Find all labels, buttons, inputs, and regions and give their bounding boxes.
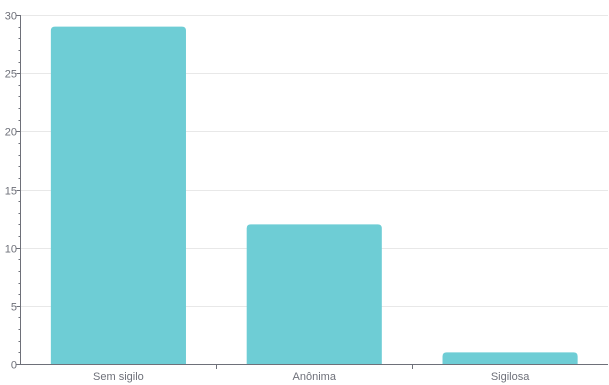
y-tick-label-10: 10 <box>5 244 17 256</box>
bar-sigilosa <box>442 352 578 364</box>
axis-labels: 0 5 10 15 20 25 30 Sem sigilo Anônima Sigilosa <box>5 11 530 384</box>
x-tick-label: Sem sigilo <box>93 371 144 383</box>
bar-sem-sigilo <box>50 26 186 365</box>
y-tick-label-25: 25 <box>5 69 17 81</box>
x-tick-label: Anônima <box>293 371 337 383</box>
axes <box>16 15 608 369</box>
x-tick-label: Sigilosa <box>491 371 530 383</box>
y-tick-label-30: 30 <box>5 11 17 23</box>
bars <box>50 26 578 365</box>
y-tick-label-20: 20 <box>5 127 17 139</box>
y-tick-label-0: 0 <box>11 360 17 372</box>
y-tick-label-5: 5 <box>11 302 17 314</box>
bar-an-nima <box>246 224 382 364</box>
y-tick-label-15: 15 <box>5 186 17 198</box>
